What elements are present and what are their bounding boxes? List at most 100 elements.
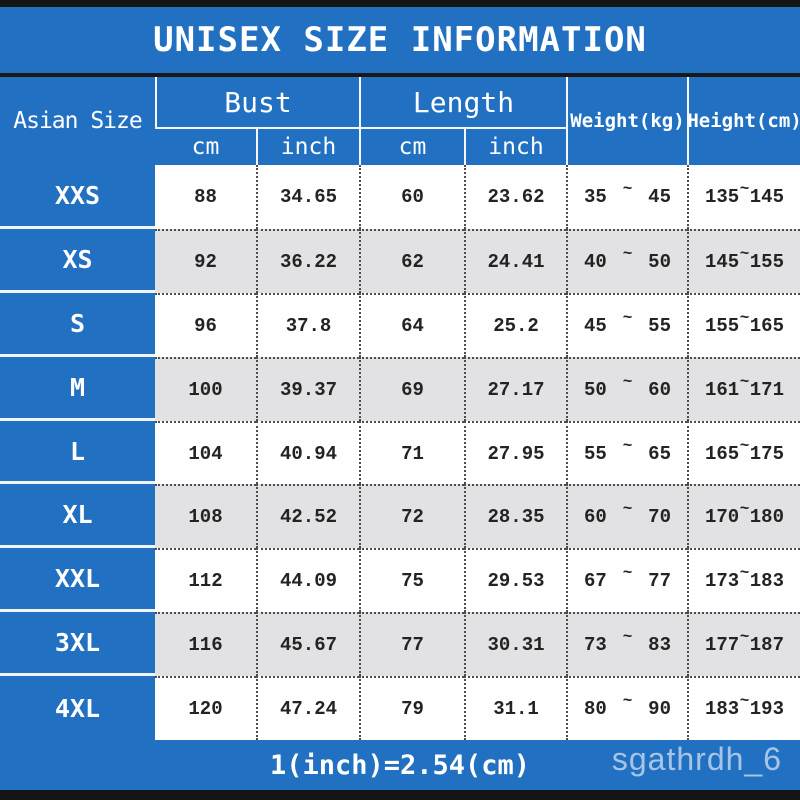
length-inch-cell: 27.95	[464, 420, 566, 485]
height-range-cell: 183 ~ 193	[687, 676, 800, 741]
header-bust-inch: inch	[256, 129, 359, 165]
weight-range-cell: 67 ~ 77	[566, 548, 687, 613]
conversion-note: 1(inch)=2.54(cm)	[269, 749, 531, 781]
size-label: 3XL	[0, 612, 155, 677]
length-inch-cell: 23.62	[464, 165, 566, 229]
length-cm-cell: 71	[359, 420, 464, 485]
size-label: XXL	[0, 548, 155, 613]
bust-cm-cell: 96	[155, 292, 256, 357]
weight-range-cell: 45 ~ 55	[566, 292, 687, 357]
size-label: S	[0, 292, 155, 357]
footer-bar: 1(inch)=2.54(cm) sgathrdh_6	[0, 740, 800, 790]
tilde-mark: ~	[622, 436, 633, 455]
table-row: XS 92 36.22 62 24.41 40 ~ 50 145 ~ 155	[0, 228, 800, 293]
table-row: XL 108 42.52 72 28.35 60 ~ 70 170 ~ 180	[0, 484, 800, 549]
weight-max: 60	[648, 378, 671, 401]
length-inch-cell: 28.35	[464, 484, 566, 549]
table-row: XXS 88 34.65 60 23.62 35 ~ 45 135 ~ 145	[0, 165, 800, 229]
size-label: M	[0, 356, 155, 421]
tilde-mark: ~	[739, 564, 750, 583]
header-bust-group: Bust	[155, 77, 359, 129]
bust-cm-cell: 92	[155, 228, 256, 293]
height-min: 135	[705, 185, 740, 208]
tilde-mark: ~	[739, 692, 750, 711]
table-row: 4XL 120 47.24 79 31.1 80 ~ 90 183 ~ 193	[0, 676, 800, 741]
weight-max: 83	[648, 634, 671, 657]
length-cm-cell: 75	[359, 548, 464, 613]
height-min: 170	[705, 506, 740, 529]
header-weight: Weight(kg)	[566, 77, 687, 165]
table-row: 3XL 116 45.67 77 30.31 73 ~ 83 177 ~ 187	[0, 612, 800, 677]
bust-cm-cell: 108	[155, 484, 256, 549]
weight-max: 90	[648, 698, 671, 721]
tilde-mark: ~	[739, 500, 750, 519]
weight-max: 77	[648, 570, 671, 593]
length-inch-cell: 25.2	[464, 292, 566, 357]
bust-cm-cell: 116	[155, 612, 256, 677]
height-range-cell: 135 ~ 145	[687, 165, 800, 229]
size-label: 4XL	[0, 676, 155, 741]
header-length-cm: cm	[359, 129, 464, 165]
tilde-mark: ~	[622, 372, 633, 391]
length-inch-cell: 30.31	[464, 612, 566, 677]
height-range-cell: 170 ~ 180	[687, 484, 800, 549]
tilde-mark: ~	[622, 179, 633, 198]
height-max: 165	[749, 314, 784, 337]
table-header: Asian Size Bust Length cm inch cm inch W…	[0, 77, 800, 165]
page-title: UNISEX SIZE INFORMATION	[153, 20, 647, 60]
height-max: 145	[749, 185, 784, 208]
header-asian-size: Asian Size	[13, 108, 142, 134]
length-cm-cell: 69	[359, 356, 464, 421]
weight-min: 45	[584, 314, 607, 337]
length-cm-cell: 64	[359, 292, 464, 357]
tilde-mark: ~	[622, 564, 633, 583]
weight-max: 45	[648, 185, 671, 208]
height-max: 171	[749, 378, 784, 401]
bust-inch-cell: 47.24	[256, 676, 359, 741]
header-height: Height(cm)	[687, 77, 800, 165]
height-min: 165	[705, 442, 740, 465]
height-max: 175	[749, 442, 784, 465]
weight-min: 40	[584, 250, 607, 273]
height-min: 183	[705, 698, 740, 721]
bust-cm-cell: 112	[155, 548, 256, 613]
title-separator	[0, 73, 800, 77]
length-cm-cell: 62	[359, 228, 464, 293]
table-body: XXS 88 34.65 60 23.62 35 ~ 45 135 ~ 145 …	[0, 165, 800, 741]
height-min: 155	[705, 314, 740, 337]
size-label: XS	[0, 228, 155, 293]
weight-max: 55	[648, 314, 671, 337]
weight-max: 65	[648, 442, 671, 465]
height-range-cell: 177 ~ 187	[687, 612, 800, 677]
height-min: 177	[705, 634, 740, 657]
weight-max: 70	[648, 506, 671, 529]
weight-min: 80	[584, 698, 607, 721]
weight-min: 73	[584, 634, 607, 657]
weight-max: 50	[648, 250, 671, 273]
weight-range-cell: 50 ~ 60	[566, 356, 687, 421]
tilde-mark: ~	[622, 308, 633, 327]
title-bar: UNISEX SIZE INFORMATION	[0, 7, 800, 73]
tilde-mark: ~	[739, 308, 750, 327]
height-max: 187	[749, 634, 784, 657]
height-max: 183	[749, 570, 784, 593]
top-frame-bar	[0, 0, 800, 7]
height-min: 161	[705, 378, 740, 401]
size-label: XXS	[0, 165, 155, 229]
header-bust-cm: cm	[191, 134, 220, 160]
weight-min: 35	[584, 185, 607, 208]
table-row: S 96 37.8 64 25.2 45 ~ 55 155 ~ 165	[0, 292, 800, 357]
height-min: 145	[705, 250, 740, 273]
height-range-cell: 145 ~ 155	[687, 228, 800, 293]
length-cm-cell: 79	[359, 676, 464, 741]
weight-range-cell: 55 ~ 65	[566, 420, 687, 485]
bust-inch-cell: 34.65	[256, 165, 359, 229]
header-length-inch: inch	[464, 129, 566, 165]
bust-inch-cell: 40.94	[256, 420, 359, 485]
bust-cm-cell: 120	[155, 676, 256, 741]
length-inch-cell: 29.53	[464, 548, 566, 613]
height-range-cell: 165 ~ 175	[687, 420, 800, 485]
height-max: 193	[749, 698, 784, 721]
length-inch-cell: 27.17	[464, 356, 566, 421]
bust-cm-cell: 100	[155, 356, 256, 421]
